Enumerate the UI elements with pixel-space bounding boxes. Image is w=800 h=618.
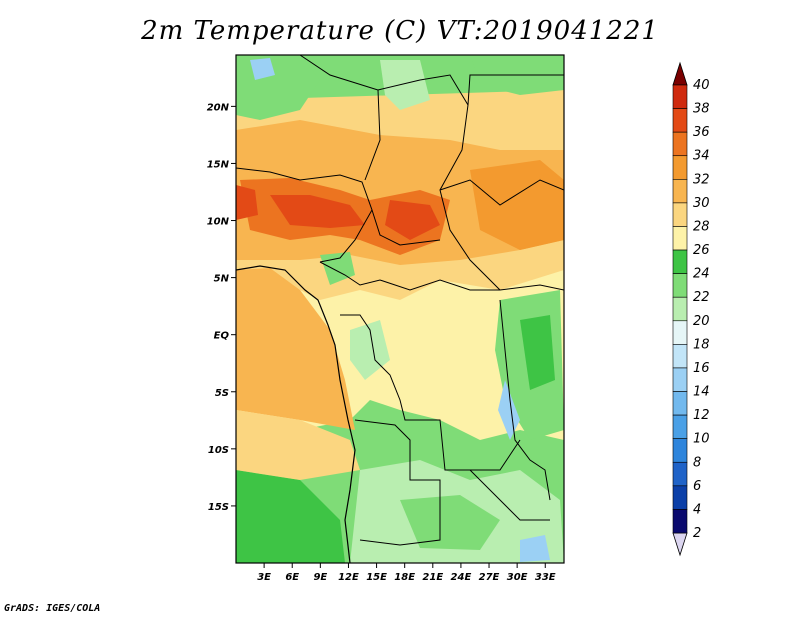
colorbar-label: 16 [693, 361, 710, 376]
lat-tick-label: 10N [207, 217, 230, 228]
grads-credit: GrADS: IGES/COLA [4, 603, 101, 614]
lat-tick-label: 15N [207, 159, 230, 170]
lat-tick-label: EQ [214, 331, 230, 342]
lon-tick-label: 3E [257, 572, 271, 583]
lon-tick-label: 24E [451, 572, 472, 583]
colorbar-label: 4 [693, 502, 701, 517]
colorbar-swatch [672, 438, 688, 463]
colorbar-label: 30 [693, 196, 710, 211]
lat-tick-label: 20N [207, 102, 230, 113]
colorbar-swatch [672, 461, 688, 487]
colorbar-swatch [672, 131, 688, 157]
colorbar-swatch [672, 509, 688, 534]
colorbar-swatch [672, 202, 688, 227]
colorbar-label: 36 [693, 125, 710, 140]
colorbar-swatch [672, 320, 688, 345]
colorbar-swatch [672, 108, 688, 133]
colorbar-swatch [672, 155, 688, 180]
colorbar-label: 6 [693, 479, 701, 494]
lon-tick-label: 9E [313, 572, 327, 583]
colorbar-swatch [672, 84, 688, 109]
colorbar-label: 24 [693, 267, 710, 282]
colorbar-label: 34 [693, 149, 710, 164]
lat-tick-label: 5S [215, 388, 229, 399]
lon-tick-label: 12E [338, 572, 359, 583]
map-frame [235, 54, 565, 564]
colorbar-label: 38 [693, 102, 710, 117]
lat-tick-label: 15S [208, 502, 229, 513]
colorbar-label: 12 [693, 408, 710, 423]
colorbar-label: 10 [693, 432, 710, 447]
lon-tick-label: 33E [535, 572, 556, 583]
colorbar-label: 22 [693, 290, 710, 305]
temperature-field [236, 55, 564, 563]
colorbar-label: 40 [693, 78, 710, 93]
colorbar-label: 8 [693, 455, 701, 470]
colorbar-swatch [672, 296, 688, 322]
lon-tick-label: 6E [285, 572, 299, 583]
colorbar-label: 32 [693, 172, 710, 187]
colorbar-swatch [672, 391, 688, 416]
colorbar-swatch [672, 273, 688, 298]
colorbar: 40 38 36 34 32 30 28 26 24 22 20 18 16 14 12 10 8 6 4 2 [672, 61, 710, 557]
colorbar-swatch [672, 226, 688, 251]
colorbar-swatch [672, 414, 688, 439]
lat-tick-label: 5N [214, 274, 230, 285]
colorbar-label: 28 [693, 219, 710, 234]
colorbar-swatch [672, 179, 688, 204]
colorbar-over-triangle [672, 61, 688, 86]
country-borders [236, 55, 564, 546]
lon-tick-label: 18E [394, 572, 415, 583]
lon-tick-label: 30E [507, 572, 528, 583]
colorbar-label: 26 [693, 243, 710, 258]
colorbar-swatch [672, 367, 688, 392]
lon-tick-label: 27E [479, 572, 500, 583]
colorbar-swatch [672, 249, 688, 274]
colorbar-swatch [672, 344, 688, 369]
lat-tick-label: 10S [208, 445, 229, 456]
lon-tick-label: 21E [422, 572, 443, 583]
colorbar-label: 20 [693, 314, 710, 329]
colorbar-under-triangle [672, 532, 688, 557]
colorbar-swatch [672, 485, 688, 510]
map-title: 2m Temperature (C) VT:2019041221 [141, 16, 659, 46]
colorbar-label: 18 [693, 337, 710, 352]
lon-tick-label: 15E [366, 572, 387, 583]
colorbar-label: 2 [693, 526, 701, 541]
longitude-axis: 3E 6E 9E 12E 15E 18E 21E 24E 27E 30E 33E [257, 563, 556, 583]
coastline [235, 265, 356, 564]
latitude-axis: 20N 15N 10N 5N EQ 5S 10S 15S [207, 102, 236, 513]
colorbar-label: 14 [693, 385, 710, 400]
